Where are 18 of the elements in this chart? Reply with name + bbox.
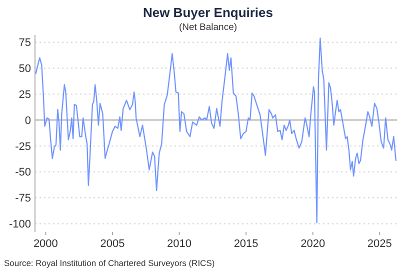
source-note: Source: Royal Institution of Chartered Surveyors (RICS) (4, 258, 215, 268)
y-tick-label: 50 (18, 63, 31, 76)
x-tick-label: 2025 (367, 238, 392, 250)
y-tick-label: 75 (18, 37, 31, 50)
chart-subtitle: (Net Balance) (178, 22, 238, 33)
line-series (35, 38, 397, 224)
y-tick-label: 0 (24, 114, 31, 127)
x-tick-label: 2020 (300, 238, 326, 250)
x-tick-label: 2010 (167, 238, 192, 250)
y-tick-label: 25 (18, 88, 31, 101)
x-tick-label: 2015 (234, 238, 258, 250)
y-tick-label: -100 (8, 218, 31, 231)
y-tick-label: -50 (15, 166, 31, 179)
chart-title: New Buyer Enquiries (142, 5, 274, 20)
y-tick-label: -75 (15, 192, 31, 205)
y-tick-label: -25 (15, 140, 31, 153)
x-tick-label: 2005 (100, 238, 125, 250)
x-tick-label: 2000 (33, 238, 58, 250)
